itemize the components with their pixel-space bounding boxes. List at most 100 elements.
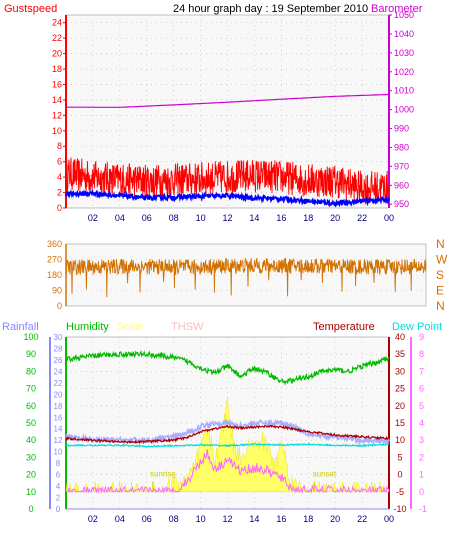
- sunrise-label: sunrise: [150, 469, 176, 478]
- direction-tick-label: 180: [47, 270, 62, 280]
- rainfall-tick-label: 24: [54, 367, 63, 376]
- wind-x-tick-label: 14: [249, 213, 259, 223]
- rainfall-tick-label: 26: [54, 356, 63, 365]
- uv-line: [65, 449, 390, 494]
- temperature-x-tick-label: 04: [115, 514, 125, 524]
- gust-tick-label: 8: [57, 141, 62, 151]
- temperature-x-tick-label: 14: [249, 514, 259, 524]
- barometer-tick-label: 960: [394, 180, 409, 190]
- wind-x-tick-label: 12: [222, 213, 232, 223]
- temperature-x-tick-label: 08: [169, 514, 179, 524]
- gust-tick-label: 24: [52, 18, 62, 28]
- temperature-x-tick-label: 12: [222, 514, 232, 524]
- barometer-tick-label: 990: [394, 124, 409, 134]
- wind-x-tick-label: 08: [169, 213, 179, 223]
- humidity-tick-label: 10: [26, 487, 36, 497]
- legend-thsw: THSW: [171, 321, 204, 333]
- uv-tick-label: 7: [419, 366, 424, 376]
- temperature-tick-label: 20: [395, 401, 405, 411]
- gust-tick-label: 14: [52, 95, 62, 105]
- temperature-tick-label: 30: [395, 366, 405, 376]
- uv-tick-label: 4: [419, 418, 424, 428]
- barometer-tick-label: 1050: [394, 10, 414, 20]
- uv-tick-label: 1: [419, 470, 424, 480]
- direction-line: [65, 257, 427, 298]
- wind-x-tick-label: 04: [115, 213, 125, 223]
- direction-tick-label: 360: [47, 239, 62, 249]
- humidity-tick-label: 60: [26, 401, 36, 411]
- rainfall-tick-label: 6: [56, 471, 61, 480]
- humidity-tick-label: 20: [26, 470, 36, 480]
- wind-series: [65, 93, 390, 208]
- barometer-tick-label: 950: [394, 199, 409, 209]
- humidity-tick-label: 100: [23, 332, 38, 342]
- rainfall-tick-label: 16: [54, 413, 63, 422]
- rainfall-tick-label: 12: [54, 436, 63, 445]
- barometer-tick-label: 1000: [394, 105, 414, 115]
- barometer-tick-label: 1030: [394, 48, 414, 58]
- temperature-tick-label: 0: [397, 470, 402, 480]
- gust-tick-label: 18: [52, 64, 62, 74]
- gust-tick-label: 4: [57, 172, 62, 182]
- legend-solar: Solar: [117, 321, 143, 333]
- uv-tick-label: 9: [419, 332, 424, 342]
- wind-x-tick-label: 16: [276, 213, 286, 223]
- barometer-tick-label: 1040: [394, 29, 414, 39]
- legend-humidity: Humidity: [66, 321, 109, 333]
- temperature-series: sunrise sunset: [65, 349, 390, 510]
- rainfall-tick-label: 4: [56, 482, 61, 491]
- barometer-tick-label: 980: [394, 142, 409, 152]
- temperature-x-tick-label: 18: [303, 514, 313, 524]
- legend-dew-point: Dew Point: [392, 321, 442, 333]
- uv-tick-label: 8: [419, 349, 424, 359]
- rainfall-tick-label: 2: [56, 494, 61, 503]
- barometer-tick-label: 1020: [394, 67, 414, 77]
- rainfall-tick-label: 28: [54, 344, 63, 353]
- gust-tick-label: 0: [57, 203, 62, 213]
- temperature-x-tick-label: 20: [330, 514, 340, 524]
- rainfall-tick-label: 8: [56, 459, 61, 468]
- uv-tick-label: 2: [419, 452, 424, 462]
- rainfall-tick-label: 22: [54, 379, 63, 388]
- gust-tick-label: 22: [52, 33, 62, 43]
- direction-series: [65, 257, 427, 298]
- windspeed-line: [65, 188, 390, 208]
- temperature-tick-label: 40: [395, 332, 405, 342]
- gust-tick-label: 10: [52, 126, 62, 136]
- uv-tick-label: -1: [419, 504, 427, 514]
- wind-x-tick-label: 20: [330, 213, 340, 223]
- wind-x-tick-label: 06: [142, 213, 152, 223]
- legend-temperature: Temperature: [313, 321, 375, 333]
- gustspeed-label: Gustspeed: [4, 3, 57, 15]
- rainfall-tick-label: 30: [54, 333, 63, 342]
- barometer-tick-label: 1010: [394, 86, 414, 96]
- rainfall-tick-label: 10: [54, 448, 63, 457]
- sunset-label: sunset: [313, 469, 337, 478]
- humidity-tick-label: 90: [26, 349, 36, 359]
- gust-tick-label: 20: [52, 49, 62, 59]
- wind-x-tick-label: 22: [357, 213, 367, 223]
- dewpoint-line: [65, 442, 390, 448]
- wind-x-tick-label: 00: [384, 213, 394, 223]
- temperature-tick-label: -10: [393, 504, 406, 514]
- temperature-x-tick-label: 00: [384, 514, 394, 524]
- compass-label: N: [436, 237, 445, 251]
- temperature-tick-label: -5: [396, 487, 404, 497]
- legend-rainfall: Rainfall: [2, 321, 39, 333]
- uv-tick-label: 0: [419, 487, 424, 497]
- compass-label: W: [436, 253, 448, 267]
- humidity-line: [65, 349, 390, 386]
- temperature-legend: Rainfall Humidity Solar THSW Temperature Dew …: [2, 321, 442, 333]
- temperature-x-tick-label: 22: [357, 514, 367, 524]
- humidity-tick-label: 0: [28, 504, 33, 514]
- wind-x-tick-label: 18: [303, 213, 313, 223]
- humidity-tick-label: 30: [26, 452, 36, 462]
- humidity-tick-label: 80: [26, 366, 36, 376]
- barometer-label: Barometer: [371, 3, 423, 15]
- rainfall-tick-label: 20: [54, 390, 63, 399]
- direction-tick-label: 0: [57, 301, 62, 311]
- temperature-tick-label: 5: [397, 452, 402, 462]
- temperature-tick-label: 35: [395, 349, 405, 359]
